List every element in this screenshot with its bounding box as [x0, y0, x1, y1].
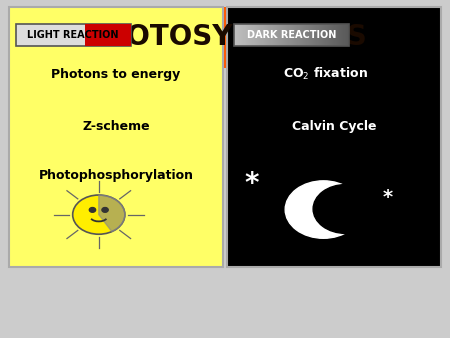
- Circle shape: [313, 185, 378, 234]
- Text: DARK REACTION: DARK REACTION: [247, 30, 336, 40]
- Text: Z-scheme: Z-scheme: [82, 120, 150, 133]
- Circle shape: [72, 195, 125, 234]
- Bar: [85, 24, 130, 46]
- Bar: [227, 7, 441, 267]
- Wedge shape: [99, 195, 125, 232]
- Text: Calvin Cycle: Calvin Cycle: [292, 120, 376, 133]
- Text: Photons to energy: Photons to energy: [51, 68, 180, 81]
- Text: *: *: [245, 170, 259, 198]
- Text: LIGHT REACTION: LIGHT REACTION: [27, 30, 119, 40]
- Text: Photophosphorylation: Photophosphorylation: [38, 169, 194, 182]
- FancyBboxPatch shape: [16, 24, 130, 46]
- Text: PHOTOSYNTHESIS: PHOTOSYNTHESIS: [83, 23, 367, 51]
- Circle shape: [285, 181, 362, 238]
- Bar: [234, 24, 349, 46]
- Circle shape: [89, 208, 95, 212]
- Circle shape: [102, 208, 108, 212]
- Bar: [9, 7, 223, 267]
- Text: *: *: [382, 188, 392, 207]
- Text: CO$_2$ fixation: CO$_2$ fixation: [283, 66, 368, 82]
